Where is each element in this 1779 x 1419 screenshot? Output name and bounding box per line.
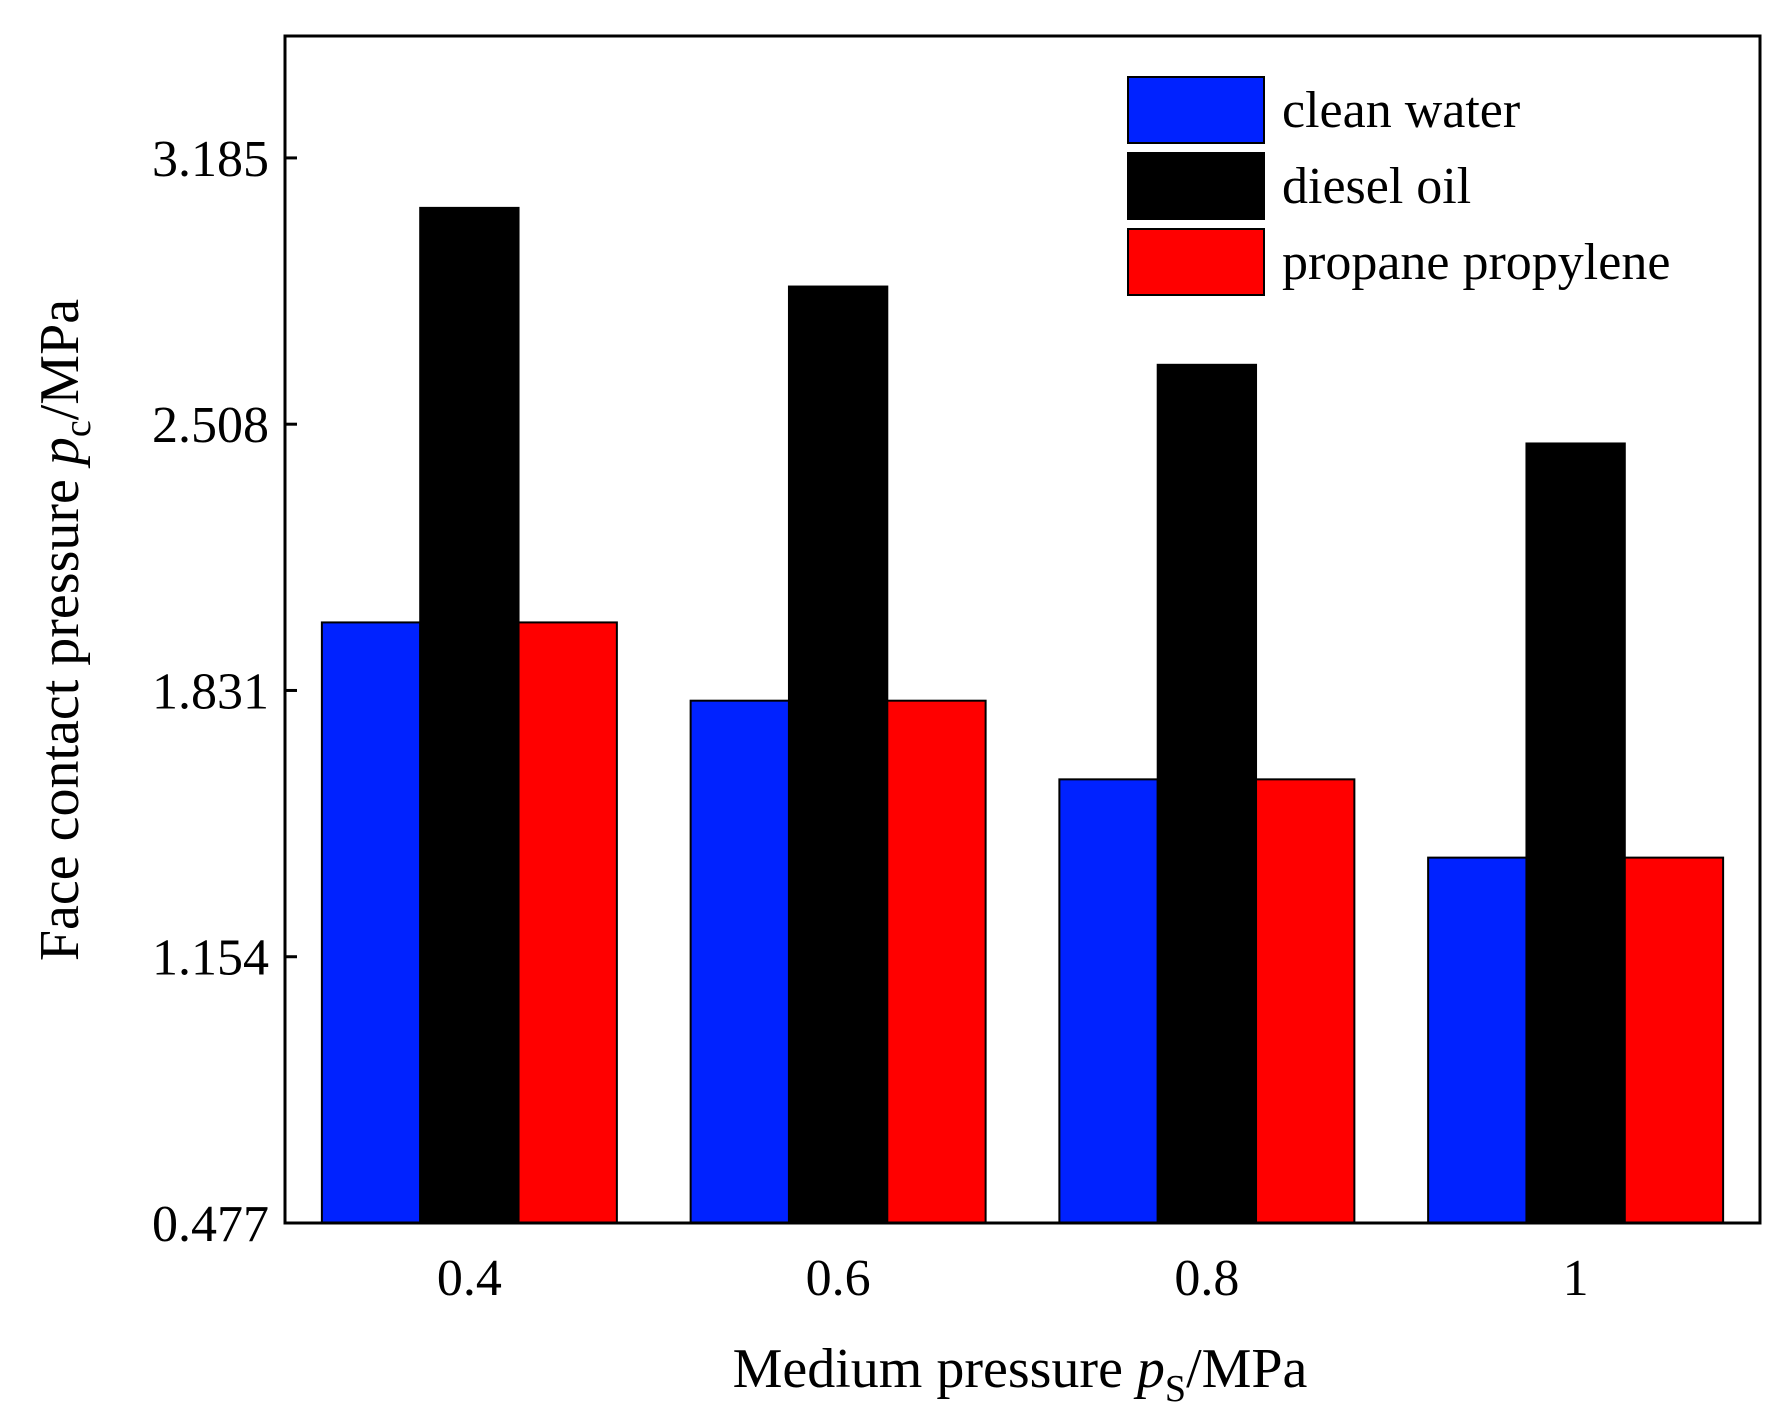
y-axis-label-main: Face contact pressure bbox=[29, 465, 91, 961]
x-axis-label-unit: /MPa bbox=[1186, 1338, 1307, 1400]
legend-label-propane-propylene: propane propylene bbox=[1282, 234, 1670, 291]
y-axis-ticks: 0.477 1.154 1.831 2.508 3.185 bbox=[152, 131, 297, 1253]
bar-clean-water-0.6 bbox=[689, 699, 790, 1224]
y-tick-label: 1.154 bbox=[152, 930, 269, 987]
legend-label-clean-water: clean water bbox=[1282, 82, 1520, 139]
x-axis-label-sub: S bbox=[1165, 1368, 1186, 1410]
x-axis-label-main: Medium pressure bbox=[733, 1338, 1137, 1400]
legend-swatch-diesel-oil bbox=[1127, 152, 1265, 220]
bar-diesel-oil-0.6 bbox=[787, 285, 889, 1225]
y-axis-label: Face contact pressure pc/MPa bbox=[29, 299, 99, 961]
y-axis-label-var: p bbox=[29, 437, 91, 469]
legend: clean water diesel oil propane propylene bbox=[1127, 76, 1670, 296]
bar-diesel-oil-0.4 bbox=[419, 206, 520, 1224]
y-tick-label: 3.185 bbox=[152, 131, 269, 188]
legend-swatch-propane-propylene bbox=[1127, 228, 1265, 296]
bar-clean-water-0.8 bbox=[1058, 778, 1159, 1224]
plot-frame bbox=[283, 34, 1762, 1225]
x-tick-label: 0.4 bbox=[437, 1250, 502, 1307]
bar-propane-propylene-0.8 bbox=[1255, 778, 1356, 1224]
bar-diesel-oil-0.8 bbox=[1156, 363, 1258, 1224]
x-tick-label: 0.6 bbox=[806, 1250, 871, 1307]
bar-propane-propylene-1 bbox=[1623, 856, 1725, 1224]
y-tick-label: 2.508 bbox=[152, 397, 269, 454]
x-axis-label: Medium pressure pS/MPa bbox=[733, 1338, 1308, 1410]
x-tick-label: 1 bbox=[1563, 1250, 1589, 1307]
bar-clean-water-1 bbox=[1427, 856, 1528, 1224]
bar-diesel-oil-1 bbox=[1525, 442, 1626, 1225]
y-axis-label-unit: /MPa bbox=[29, 299, 91, 420]
bar-propane-propylene-0.4 bbox=[517, 621, 618, 1224]
bar-propane-propylene-0.6 bbox=[886, 699, 987, 1224]
x-tick-label: 0.8 bbox=[1174, 1250, 1239, 1307]
y-tick-label: 1.831 bbox=[152, 663, 269, 720]
legend-swatch-clean-water bbox=[1127, 76, 1265, 144]
x-axis-ticks: 0.4 0.6 0.8 1 bbox=[437, 1211, 1589, 1307]
legend-label-diesel-oil: diesel oil bbox=[1282, 158, 1471, 215]
x-axis-label-var: p bbox=[1133, 1338, 1165, 1400]
bars-layer bbox=[320, 206, 1725, 1225]
bar-clean-water-0.4 bbox=[320, 621, 422, 1224]
y-axis-label-sub: c bbox=[57, 420, 99, 437]
y-tick-label: 0.477 bbox=[152, 1196, 269, 1253]
